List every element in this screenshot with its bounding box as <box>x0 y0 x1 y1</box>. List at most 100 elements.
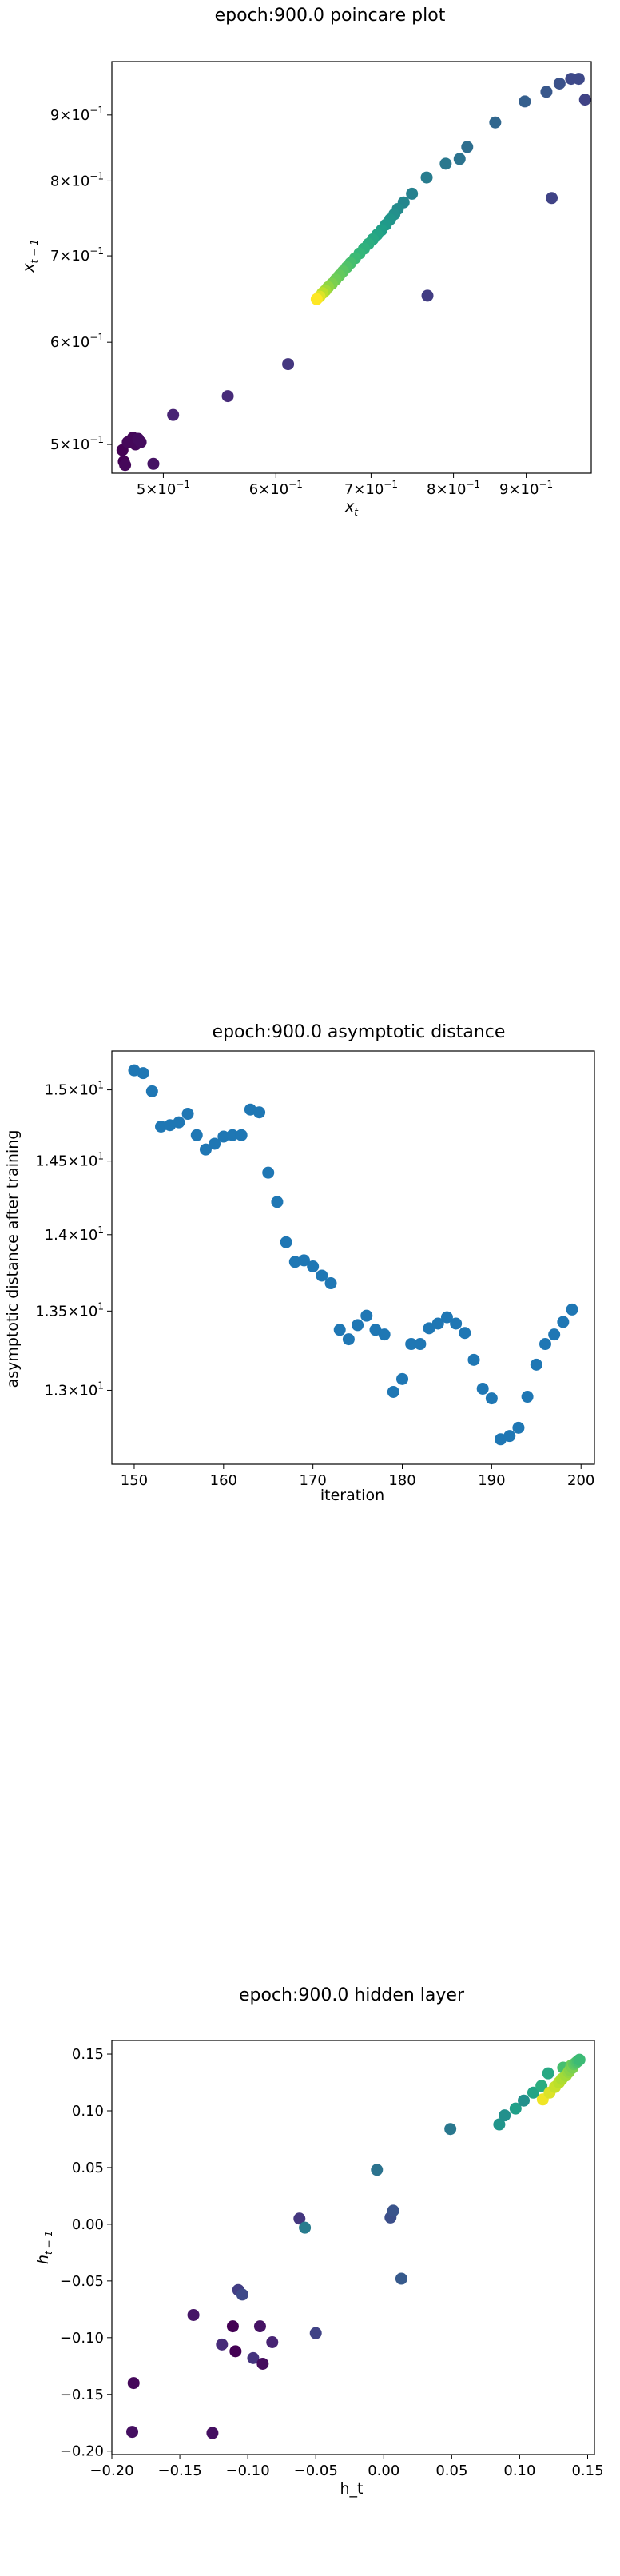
x-tick-label-base: 160 <box>210 1472 237 1489</box>
scatter-point <box>512 1421 525 1434</box>
scatter-point <box>309 2327 322 2339</box>
scatter-point <box>299 2221 312 2234</box>
asymptotic-chart: epoch:900.0 asymptotic distance 150 160 17… <box>4 1022 595 1504</box>
x-tick-label: 8×10−1 <box>427 479 480 498</box>
scatter-point <box>540 86 553 98</box>
scatter-point <box>310 293 323 305</box>
scatter-point <box>221 390 234 403</box>
scatter-point <box>378 1328 391 1341</box>
scatter-point <box>137 1067 149 1080</box>
y-tick-label: 8×10−1 <box>50 170 104 189</box>
x-tick-label: 0.05 <box>435 2463 467 2479</box>
scatter-point <box>431 1317 444 1330</box>
scatter-point <box>127 2377 140 2390</box>
x-tick-label-base: 0.10 <box>503 2463 535 2479</box>
y-tick-label-exponent: 1 <box>97 1300 104 1312</box>
x-tick-label: 0.00 <box>368 2463 399 2479</box>
y-tick-label-exponent: 1 <box>97 1080 104 1091</box>
y-tick-label-base: −0.20 <box>60 2443 104 2460</box>
y-tick-label: 0.15 <box>72 2046 104 2063</box>
scatter-point <box>271 1196 284 1208</box>
scatter-point <box>566 1303 578 1316</box>
scatter-point <box>307 1260 320 1273</box>
x-tick-label: 0.15 <box>571 2463 603 2479</box>
y-tick-label-base: 0.05 <box>72 2160 104 2176</box>
x-tick-label: 190 <box>478 1472 505 1489</box>
y-tick-label: 1.45×101 <box>35 1151 104 1170</box>
y-tick-label-base: 6×10 <box>50 334 89 351</box>
scatter-point <box>467 1353 480 1366</box>
hidden-layer-ticks: −0.20 −0.15 −0.10 −0.05 0.00 0.05 0.10 0.15 −0.2… <box>60 2046 604 2479</box>
hidden-layer-plot-frame <box>111 2040 595 2455</box>
x-tick-label: 200 <box>567 1472 594 1489</box>
x-tick-label-base: 150 <box>121 1472 148 1489</box>
scatter-point <box>414 1338 427 1351</box>
scatter-point <box>262 1166 275 1179</box>
x-tick-label-base: 0.00 <box>368 2463 399 2479</box>
y-tick-label-exponent: 1 <box>97 1224 104 1236</box>
scatter-point <box>352 1319 364 1332</box>
scatter-point <box>453 153 466 165</box>
y-tick-label-base: 9×10 <box>50 107 89 124</box>
scatter-point <box>190 1129 203 1141</box>
poincare-ylabel: xt − 1 <box>20 239 40 273</box>
y-tick-label: 5×10−1 <box>50 434 104 453</box>
y-tick-label-base: 7×10 <box>50 248 89 265</box>
y-tick-label-exponent: −1 <box>89 245 104 257</box>
asymptotic-marks <box>128 1064 578 1446</box>
scatter-point <box>539 1338 551 1351</box>
asymptotic-plot-frame <box>111 1050 595 1465</box>
scatter-point <box>406 187 419 200</box>
x-tick-label: −0.20 <box>89 2463 133 2479</box>
asymptotic-ylabel: asymptotic distance after training <box>4 1130 22 1388</box>
asymptotic-xlabel: iteration <box>320 1487 384 1504</box>
scatter-point <box>439 157 452 170</box>
y-tick-label-base: 1.45×10 <box>35 1153 97 1170</box>
x-tick-label-base: 190 <box>478 1472 505 1489</box>
y-tick-label: −0.15 <box>60 2387 104 2403</box>
y-tick-label: 1.35×101 <box>35 1300 104 1320</box>
y-tick-label-exponent: −1 <box>89 434 104 445</box>
scatter-point <box>280 1236 292 1248</box>
y-tick-label: 0.05 <box>72 2160 104 2176</box>
scatter-point <box>216 2338 229 2351</box>
scatter-point <box>266 2336 279 2349</box>
scatter-point <box>256 2357 269 2370</box>
y-tick-label: 6×10−1 <box>50 332 104 351</box>
x-tick-label-exponent: −1 <box>288 479 303 490</box>
x-tick-label: 7×10−1 <box>344 479 398 498</box>
scatter-point <box>396 1372 409 1385</box>
scatter-point <box>209 1137 221 1150</box>
scatter-point <box>509 2102 522 2115</box>
scatter-point <box>247 2351 260 2364</box>
x-tick-label: −0.05 <box>294 2463 338 2479</box>
scatter-point <box>297 1254 310 1267</box>
scatter-point <box>440 1311 453 1324</box>
scatter-point <box>459 1327 471 1340</box>
x-tick-label: 160 <box>210 1472 237 1489</box>
scatter-point <box>444 2123 457 2136</box>
poincare-marks <box>116 73 591 472</box>
y-tick-label: −0.10 <box>60 2330 104 2347</box>
scatter-point <box>493 2118 506 2131</box>
x-tick-label-base: 5×10 <box>137 481 176 498</box>
x-tick-label-base: −0.05 <box>294 2463 338 2479</box>
x-tick-label: 180 <box>388 1472 415 1489</box>
scatter-point <box>324 1277 337 1290</box>
scatter-point <box>371 2164 384 2176</box>
x-tick-label-base: 8×10 <box>427 481 466 498</box>
y-tick-label-exponent: 1 <box>97 1380 104 1391</box>
scatter-point <box>423 1322 435 1335</box>
x-tick-label-exponent: −1 <box>384 479 398 490</box>
scatter-point <box>282 358 295 371</box>
scatter-point <box>226 2320 239 2333</box>
scatter-point <box>229 2345 242 2358</box>
scatter-point <box>342 1333 355 1346</box>
scatter-point <box>134 436 147 448</box>
x-tick-label-base: 7×10 <box>344 481 384 498</box>
scatter-point <box>126 2426 139 2439</box>
y-tick-label: 7×10−1 <box>50 245 104 265</box>
scatter-point <box>527 2086 539 2099</box>
y-tick-label: 0.00 <box>72 2216 104 2233</box>
scatter-point <box>542 2067 554 2080</box>
